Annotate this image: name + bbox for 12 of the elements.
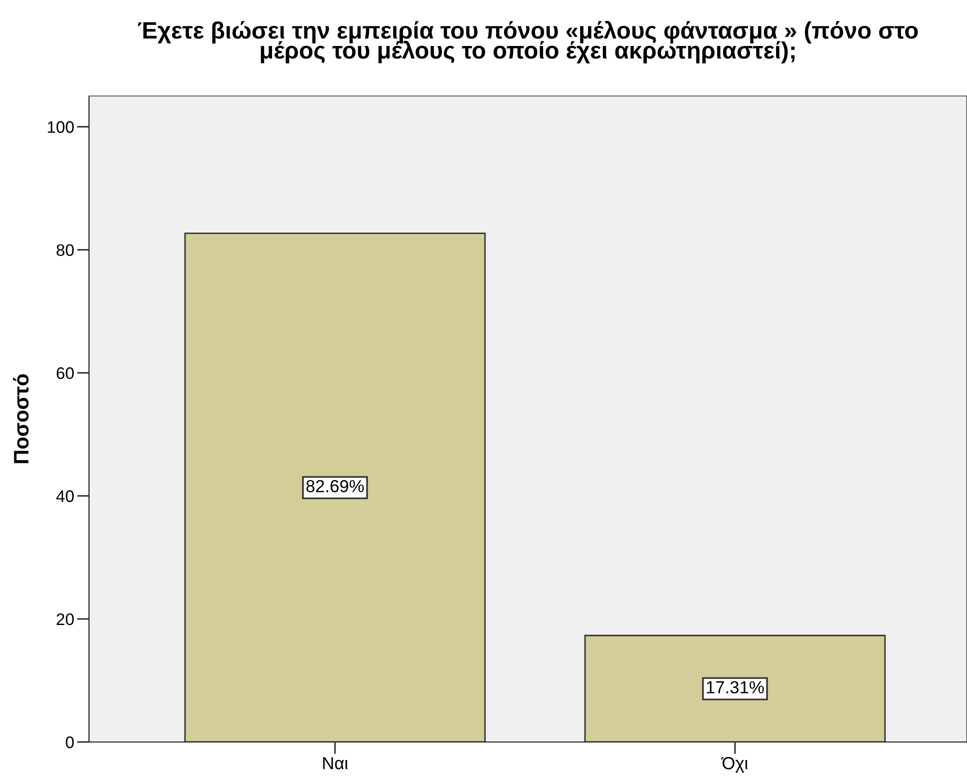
x-tick-label: Ναι <box>323 757 348 770</box>
y-axis-title: Ποσοστό <box>13 374 29 464</box>
y-tick-label: 0 <box>66 736 74 748</box>
data-label: 17.31% <box>706 681 764 694</box>
chart-title: Έχετε βιώσει την εμπειρία του πόνου «μέλους φάντασμα » (πόνο στο μέρος του μέλους το οποίο έχει ακρωτηριαστεί); <box>138 20 918 64</box>
y-tick-label: 80 <box>56 244 74 256</box>
x-tick-label: Όχι <box>721 757 748 773</box>
y-tick-label: 60 <box>56 367 74 380</box>
y-tick-label: 20 <box>56 613 74 626</box>
y-tick-label: 100 <box>48 121 74 133</box>
data-label: 82.69% <box>306 480 364 492</box>
y-tick-label: 40 <box>56 490 74 502</box>
